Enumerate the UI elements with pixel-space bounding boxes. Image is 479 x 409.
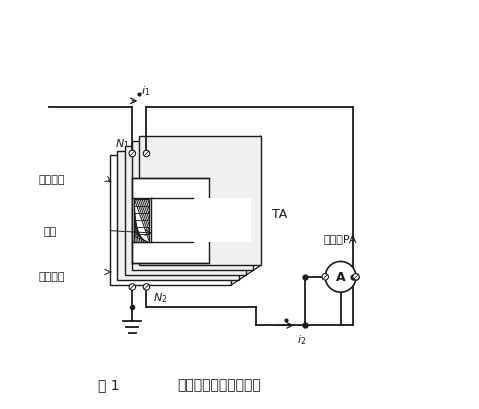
Bar bbox=[208, 198, 251, 243]
Text: $i_2$: $i_2$ bbox=[297, 333, 306, 346]
Circle shape bbox=[353, 274, 359, 280]
Circle shape bbox=[143, 151, 150, 157]
Text: 电流互感器工作原理图: 电流互感器工作原理图 bbox=[177, 377, 261, 391]
Text: $N_2$: $N_2$ bbox=[152, 290, 167, 304]
Text: $i_1$: $i_1$ bbox=[141, 84, 151, 98]
Bar bbox=[117, 151, 239, 280]
Bar bbox=[125, 146, 246, 276]
Text: A: A bbox=[336, 271, 345, 283]
Text: 铁芯: 铁芯 bbox=[43, 226, 57, 236]
Circle shape bbox=[129, 151, 136, 157]
Bar bbox=[139, 137, 261, 266]
Text: $N_1$: $N_1$ bbox=[114, 137, 129, 151]
Bar bbox=[110, 156, 231, 285]
Text: 电流表PA: 电流表PA bbox=[324, 234, 357, 244]
Text: 二次绕组: 二次绕组 bbox=[38, 271, 65, 281]
Circle shape bbox=[322, 274, 329, 280]
Bar bbox=[132, 178, 209, 263]
Text: 一次绕组: 一次绕组 bbox=[38, 174, 65, 184]
Bar bbox=[132, 142, 253, 271]
Text: 图 1: 图 1 bbox=[98, 377, 120, 391]
Circle shape bbox=[325, 262, 356, 292]
Circle shape bbox=[143, 284, 150, 290]
Circle shape bbox=[129, 284, 136, 290]
Text: TA: TA bbox=[272, 208, 287, 221]
